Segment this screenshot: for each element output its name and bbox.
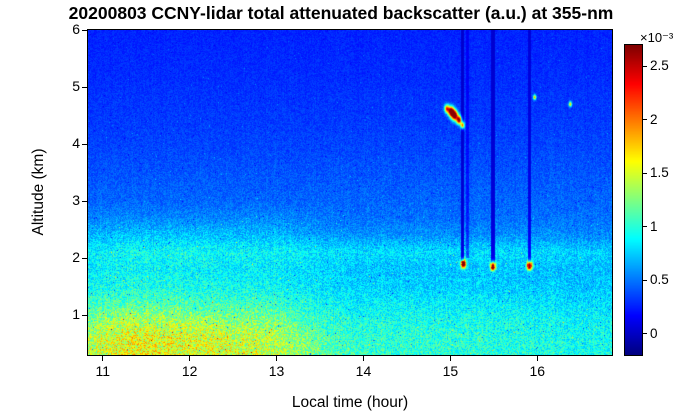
colorbar-tick-label: 2.5 bbox=[650, 58, 669, 74]
colorbar-tick-label: 1 bbox=[650, 218, 658, 234]
x-tick-label: 15 bbox=[442, 363, 459, 379]
colorbar-tick-label: 2 bbox=[650, 111, 658, 127]
colorbar-tick-label: 0.5 bbox=[650, 272, 669, 288]
colorbar-tick-label: 1.5 bbox=[650, 165, 669, 181]
y-tick-label: 5 bbox=[72, 78, 80, 95]
x-tick-mark bbox=[449, 356, 451, 361]
heatmap-canvas bbox=[87, 29, 613, 356]
x-tick-label: 12 bbox=[181, 363, 198, 379]
x-tick-mark bbox=[102, 356, 104, 361]
x-tick-mark bbox=[362, 356, 364, 361]
y-tick-mark bbox=[82, 314, 87, 316]
colorbar-tick-mark bbox=[643, 65, 647, 67]
y-tick-mark bbox=[82, 200, 87, 202]
x-tick-label: 16 bbox=[529, 363, 546, 379]
y-tick-label: 4 bbox=[72, 135, 80, 152]
x-tick-label: 11 bbox=[95, 363, 111, 379]
colorbar-tick-label: 0 bbox=[650, 325, 658, 341]
colorbar-tick-mark bbox=[643, 279, 647, 281]
y-tick-mark bbox=[82, 29, 87, 31]
y-tick-mark bbox=[82, 143, 87, 145]
y-tick-label: 6 bbox=[72, 21, 80, 37]
x-tick-label: 13 bbox=[268, 363, 285, 379]
y-tick-label: 3 bbox=[72, 192, 80, 209]
x-tick-mark bbox=[536, 356, 538, 361]
y-tick-mark bbox=[82, 86, 87, 88]
colorbar-tick-mark bbox=[643, 172, 647, 174]
x-tick-mark bbox=[276, 356, 278, 361]
y-tick-mark bbox=[82, 257, 87, 259]
chart-title: 20200803 CCNY-lidar total attenuated bac… bbox=[68, 3, 614, 23]
x-axis-label: Local time (hour) bbox=[291, 394, 409, 411]
colorbar-tick-mark bbox=[643, 119, 647, 121]
colorbar-exponent-label: ×10⁻³ bbox=[640, 30, 674, 45]
y-tick-label: 2 bbox=[72, 249, 80, 266]
colorbar-tick-mark bbox=[643, 333, 647, 335]
y-tick-label: 1 bbox=[72, 306, 80, 323]
colorbar-tick-mark bbox=[643, 226, 647, 228]
colorbar bbox=[624, 44, 643, 356]
x-tick-label: 14 bbox=[355, 363, 372, 379]
x-tick-mark bbox=[189, 356, 191, 361]
